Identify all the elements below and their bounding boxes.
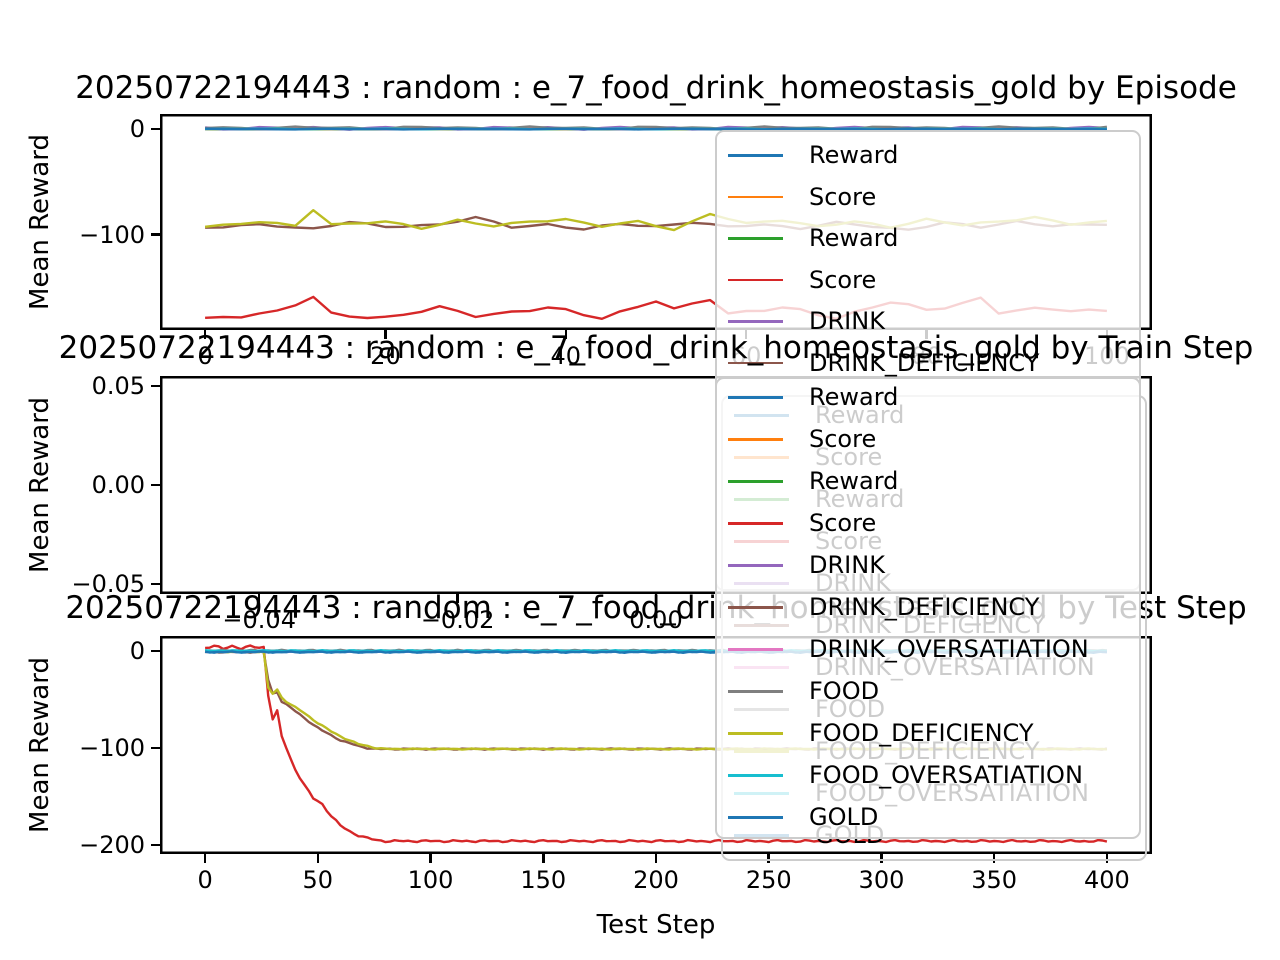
subplot-by-test-step-axes [160, 636, 1152, 854]
legend-line-swatch [728, 690, 783, 693]
ytick-label: 0 [129, 637, 145, 666]
subplot2-title: 20250722194443 : random : e_7_food_drink… [58, 330, 1254, 366]
xtick-label: 300 [858, 866, 905, 894]
xtick-label: 0 [197, 342, 213, 370]
legend-line-swatch [728, 648, 783, 651]
xtick [203, 854, 207, 863]
ytick [151, 649, 160, 653]
legend-label: Score [809, 425, 877, 453]
line-score-3 [205, 644, 1108, 844]
xtick [1105, 854, 1109, 863]
subplot-by-train-step-axes [160, 376, 1152, 594]
xtick-label: 20 [370, 342, 401, 370]
legend-label: Score [809, 509, 877, 537]
legend-line-swatch [728, 154, 783, 157]
xtick-label: −0.02 [420, 606, 495, 634]
xtick [880, 854, 883, 863]
ytick-label: 0.05 [91, 371, 145, 400]
xtick [456, 594, 459, 603]
xtick-label: 200 [633, 866, 679, 894]
legend-line-swatch [728, 732, 783, 735]
legend-line-swatch [728, 396, 783, 399]
legend-line-swatch [728, 278, 783, 282]
ytick [151, 483, 160, 487]
legend-line-swatch [728, 438, 783, 441]
xtick-label: 350 [971, 866, 1018, 894]
ytick [151, 127, 160, 131]
xtick [542, 854, 545, 863]
legend-line-swatch [728, 606, 783, 609]
legend-label: Reward [809, 467, 899, 495]
ytick-label: −200 [79, 830, 145, 859]
ytick [151, 843, 160, 847]
xtick [429, 854, 432, 863]
legend-label: Score [809, 265, 877, 294]
xtick-label: −0.04 [222, 606, 296, 634]
ytick [151, 384, 160, 388]
legend-line-swatch [728, 195, 783, 199]
axes-spines [160, 636, 1152, 854]
xtick-label: 0 [197, 866, 213, 894]
legend-line-swatch [728, 320, 783, 323]
legend-label: DRINK_OVERSATIATION [809, 635, 1089, 663]
xtick-label: 100 [407, 866, 454, 894]
xtick [992, 854, 996, 863]
legend-label: GOLD [809, 803, 879, 831]
legend-label: Reward [809, 224, 899, 252]
subplot-by-episode-axes [160, 114, 1152, 330]
ytick [151, 582, 160, 586]
legend-line-swatch [728, 522, 783, 525]
legend-line-swatch [728, 480, 783, 483]
xtick-label: 250 [745, 866, 792, 894]
legend-label: DRINK [809, 551, 885, 579]
legend-line-swatch [728, 237, 783, 240]
xtick [316, 854, 320, 863]
xtick-label: 150 [520, 866, 567, 894]
legend-label: FOOD_DEFICIENCY [809, 719, 1034, 747]
xtick [767, 854, 770, 863]
ytick-label: 0.00 [91, 471, 145, 499]
legend-line-swatch [728, 361, 783, 365]
legend-subplot2: Reward Score Reward Score DRINK DRINK_DEFICIE… [715, 377, 1141, 839]
ytick-label: 0 [129, 115, 145, 144]
xtick [564, 330, 568, 339]
xtick [654, 594, 658, 603]
line-gold-10 [205, 127, 1107, 131]
ytick [151, 746, 160, 750]
xtick-label: 40 [550, 342, 582, 370]
ytick [151, 233, 160, 236]
legend-label: FOOD_OVERSATIATION [809, 761, 1083, 789]
legend-label: FOOD [809, 677, 880, 705]
xtick [384, 330, 387, 339]
legend-line-swatch [728, 564, 783, 567]
legend-line-swatch [728, 816, 783, 819]
legend-label: DRINK [809, 307, 885, 335]
axes-spines [160, 114, 1152, 330]
xtick-label: 50 [302, 866, 334, 894]
ytick-label: −100 [79, 220, 145, 249]
legend-label: DRINK_DEFICIENCY [809, 593, 1040, 621]
legend-label: Reward [809, 383, 899, 411]
subplot3-xlabel: Test Step [596, 910, 716, 940]
ytick-label: −0.05 [71, 570, 145, 599]
ytick-label: −100 [79, 734, 145, 762]
xtick-label: 0.00 [629, 606, 683, 634]
xtick [654, 854, 658, 863]
subplot1-title: 20250722194443 : random : e_7_food_drink… [75, 70, 1237, 106]
legend-label: Score [809, 182, 877, 211]
xtick [257, 594, 261, 603]
legend-label: Reward [809, 141, 899, 169]
xtick [203, 330, 207, 339]
axes-spines [160, 376, 1152, 594]
legend-label: DRINK_DEFICIENCY [809, 348, 1040, 377]
xtick-label: 400 [1084, 866, 1130, 894]
legend-line-swatch [728, 774, 783, 777]
